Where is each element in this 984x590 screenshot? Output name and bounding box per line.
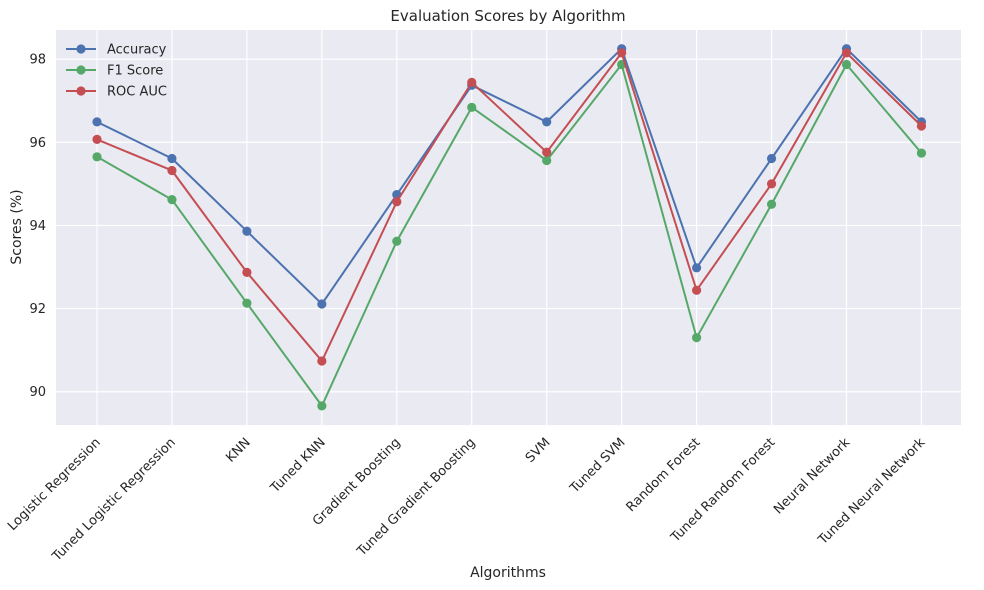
data-point [766, 199, 777, 209]
legend-item: ROC AUC [66, 85, 167, 100]
legend-label: ROC AUC [107, 85, 167, 100]
legend-label: F1 Score [107, 64, 163, 79]
data-point [242, 298, 252, 308]
series-line [96, 46, 923, 306]
data-point [841, 48, 852, 58]
x-axis-title: Algorithms [470, 565, 546, 581]
legend: Accuracy F1 Score ROC AUC [66, 43, 167, 100]
y-tick-label: 94 [29, 219, 46, 234]
series-f1-score [92, 59, 927, 411]
data-point [841, 59, 852, 70]
data-point [317, 401, 327, 411]
legend-item: F1 Score [66, 64, 163, 79]
data-point [692, 263, 702, 273]
series-lines [92, 44, 927, 411]
data-point [167, 153, 177, 164]
data-point [92, 117, 102, 127]
y-tick-label: 90 [29, 385, 46, 400]
data-point [167, 165, 177, 176]
legend-swatch-marker [76, 44, 86, 54]
y-tick-label: 96 [29, 136, 46, 151]
x-tick-label: Tuned SVM [567, 435, 629, 497]
data-point [766, 179, 777, 189]
plot-background [56, 30, 961, 425]
data-point [542, 147, 552, 157]
data-point [242, 226, 252, 236]
data-point [916, 121, 927, 131]
data-point [242, 267, 252, 278]
y-tick-label: 92 [29, 302, 46, 317]
y-axis-ticks: 90 92 94 96 98 [29, 53, 46, 401]
data-point [542, 117, 552, 127]
legend-label: Accuracy [107, 43, 167, 58]
legend-swatch-marker [76, 86, 86, 96]
data-point [317, 299, 327, 309]
series-roc-auc [92, 48, 927, 366]
x-tick-label: Tuned KNN [267, 435, 328, 496]
data-point [317, 356, 327, 366]
data-point [692, 333, 702, 343]
legend-swatch-marker [76, 65, 86, 75]
data-point [167, 195, 177, 205]
x-tick-label: Tuned Gradient Boosting [354, 435, 479, 560]
data-point [392, 197, 402, 207]
data-point [467, 102, 477, 112]
data-point [467, 77, 477, 87]
data-point [392, 236, 402, 246]
x-tick-label: Tuned Logistic Regression [49, 435, 179, 565]
data-point [542, 155, 552, 166]
y-tick-label: 98 [29, 53, 46, 68]
data-point [916, 148, 927, 158]
data-point [692, 285, 702, 295]
grid [56, 30, 961, 425]
data-point [617, 48, 627, 58]
series-line [96, 62, 923, 408]
x-tick-label: Neural Network [771, 435, 854, 518]
y-axis-title: Scores (%) [9, 189, 25, 264]
data-point [766, 153, 777, 164]
x-tick-label: SVM [523, 435, 554, 466]
data-point [92, 152, 102, 162]
data-point [92, 134, 102, 144]
series-line [96, 50, 923, 363]
x-tick-label: KNN [223, 435, 253, 465]
x-tick-label: Random Forest [624, 435, 704, 515]
legend-item: Accuracy [66, 43, 167, 58]
chart-title: Evaluation Scores by Algorithm [390, 7, 625, 25]
